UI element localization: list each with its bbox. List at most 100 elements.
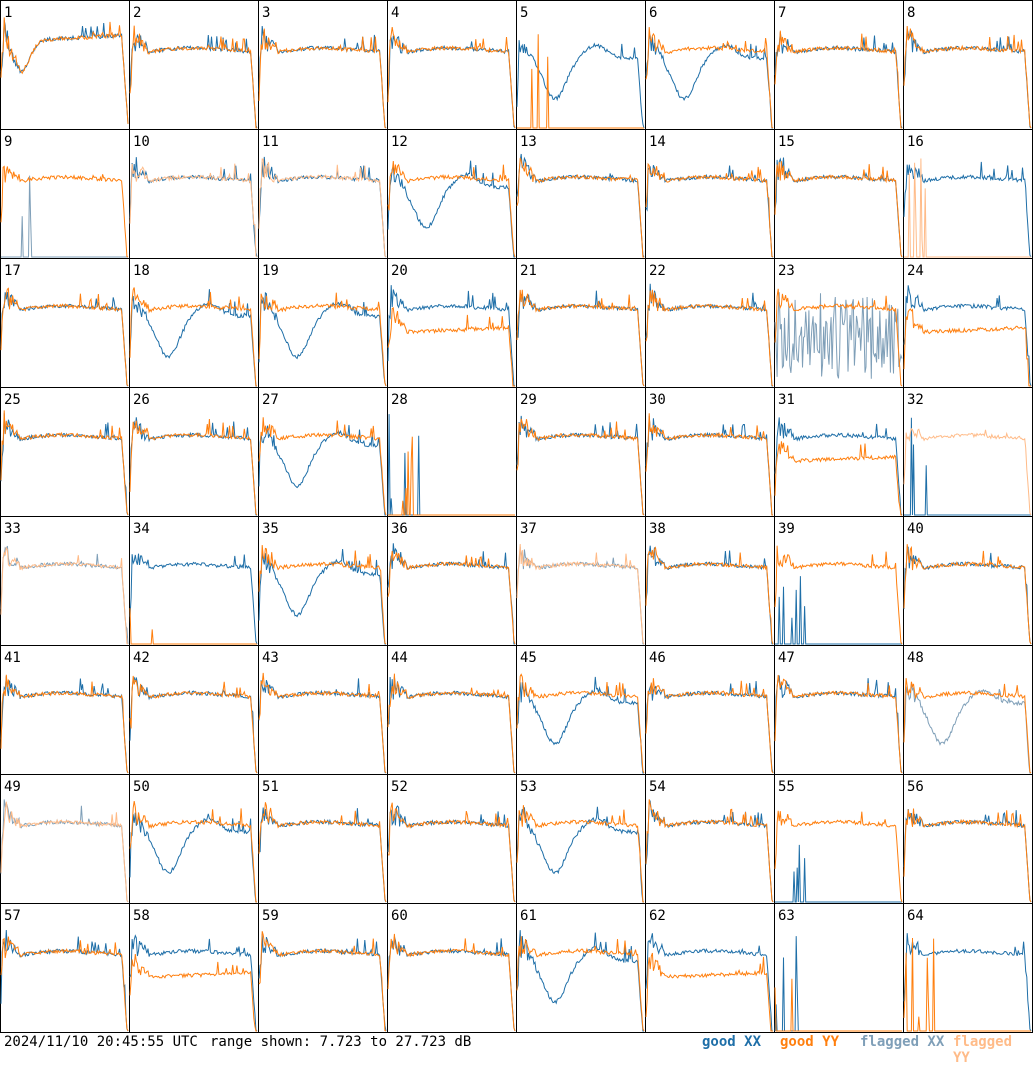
series-xx xyxy=(258,291,387,387)
panel-label: 20 xyxy=(391,263,408,279)
panel-3: 3 xyxy=(258,0,388,130)
panel-9: 9 xyxy=(0,129,130,259)
series-yy xyxy=(129,675,258,774)
series-yy xyxy=(774,810,903,903)
series-yy xyxy=(516,543,645,645)
panel-34: 34 xyxy=(129,516,259,646)
panel-label: 36 xyxy=(391,521,408,537)
panel-label: 56 xyxy=(907,779,924,795)
panel-label: 7 xyxy=(778,5,786,21)
series-yy xyxy=(387,550,516,645)
panel-frame xyxy=(129,258,259,388)
series-xx xyxy=(774,675,903,774)
panel-label: 27 xyxy=(262,392,279,408)
series-yy xyxy=(903,937,1031,1032)
panel-label: 11 xyxy=(262,134,279,150)
series-yy xyxy=(517,34,644,129)
panel-label: 48 xyxy=(907,650,924,666)
panel-54: 54 xyxy=(645,774,775,904)
panel-label: 59 xyxy=(262,908,279,924)
panel-frame xyxy=(387,258,517,388)
panel-4: 4 xyxy=(387,0,517,130)
series-yy xyxy=(387,27,516,129)
panel-63: 63 xyxy=(774,903,904,1033)
panel-frame xyxy=(645,774,775,904)
panel-8: 8 xyxy=(903,0,1033,130)
panel-label: 2 xyxy=(133,5,141,21)
panel-43: 43 xyxy=(258,645,388,775)
series-yy xyxy=(387,673,516,774)
panel-49: 49 xyxy=(0,774,130,904)
panel-36: 36 xyxy=(387,516,517,646)
panel-label: 14 xyxy=(649,134,666,150)
panel-label: 34 xyxy=(133,521,150,537)
panel-frame xyxy=(387,516,517,646)
panel-29: 29 xyxy=(516,387,646,517)
panel-label: 54 xyxy=(649,779,666,795)
series-xx xyxy=(387,285,516,387)
panel-frame xyxy=(903,387,1033,517)
series-yy xyxy=(774,674,903,774)
panel-14: 14 xyxy=(645,129,775,259)
panel-frame xyxy=(387,903,517,1033)
panel-28: 28 xyxy=(387,387,517,517)
panel-1: 1 xyxy=(0,0,130,130)
panel-10: 10 xyxy=(129,129,259,259)
series-yy xyxy=(0,546,129,645)
panel-frame xyxy=(129,774,259,904)
panel-frame xyxy=(903,645,1033,775)
series-xx xyxy=(774,292,903,379)
panel-55: 55 xyxy=(774,774,904,904)
panel-label: 6 xyxy=(649,5,657,21)
panel-2: 2 xyxy=(129,0,259,130)
panel-frame xyxy=(645,0,775,130)
panel-frame xyxy=(903,903,1033,1033)
series-xx xyxy=(129,553,258,645)
panel-17: 17 xyxy=(0,258,130,388)
series-yy xyxy=(645,27,774,129)
panel-label: 17 xyxy=(4,263,21,279)
panel-frame xyxy=(645,645,775,775)
panel-38: 38 xyxy=(645,516,775,646)
series-xx xyxy=(0,292,129,387)
series-xx xyxy=(645,681,774,774)
panel-frame xyxy=(0,0,130,130)
series-yy xyxy=(0,410,129,516)
panel-35: 35 xyxy=(258,516,388,646)
panel-16: 16 xyxy=(903,129,1033,259)
panel-label: 24 xyxy=(907,263,924,279)
series-xx xyxy=(645,933,774,1032)
range-label: range shown: 7.723 to 27.723 dB xyxy=(210,1034,472,1050)
panel-label: 25 xyxy=(4,392,21,408)
panel-label: 19 xyxy=(262,263,279,279)
series-xx xyxy=(775,576,902,645)
panel-frame xyxy=(129,645,259,775)
series-xx xyxy=(903,161,1032,258)
series-yy xyxy=(516,936,645,1032)
panel-26: 26 xyxy=(129,387,259,517)
legend-good-xx: good XX xyxy=(702,1034,762,1050)
panel-frame xyxy=(258,0,388,130)
series-yy xyxy=(388,802,516,903)
panel-frame xyxy=(774,129,904,259)
panel-frame xyxy=(387,0,517,130)
panel-label: 45 xyxy=(520,650,537,666)
panel-frame xyxy=(645,258,775,388)
panel-53: 53 xyxy=(516,774,646,904)
series-yy xyxy=(0,287,129,387)
panel-52: 52 xyxy=(387,774,517,904)
series-yy xyxy=(516,805,645,903)
series-yy xyxy=(129,25,258,129)
panel-label: 51 xyxy=(262,779,279,795)
panel-frame xyxy=(387,129,517,259)
panel-label: 42 xyxy=(133,650,150,666)
panel-label: 50 xyxy=(133,779,150,795)
panel-frame xyxy=(516,516,646,646)
series-xx xyxy=(387,160,515,258)
series-xx xyxy=(645,33,773,129)
panel-40: 40 xyxy=(903,516,1033,646)
panel-label: 33 xyxy=(4,521,21,537)
panel-label: 53 xyxy=(520,779,537,795)
series-xx xyxy=(516,676,644,774)
panel-label: 13 xyxy=(520,134,537,150)
